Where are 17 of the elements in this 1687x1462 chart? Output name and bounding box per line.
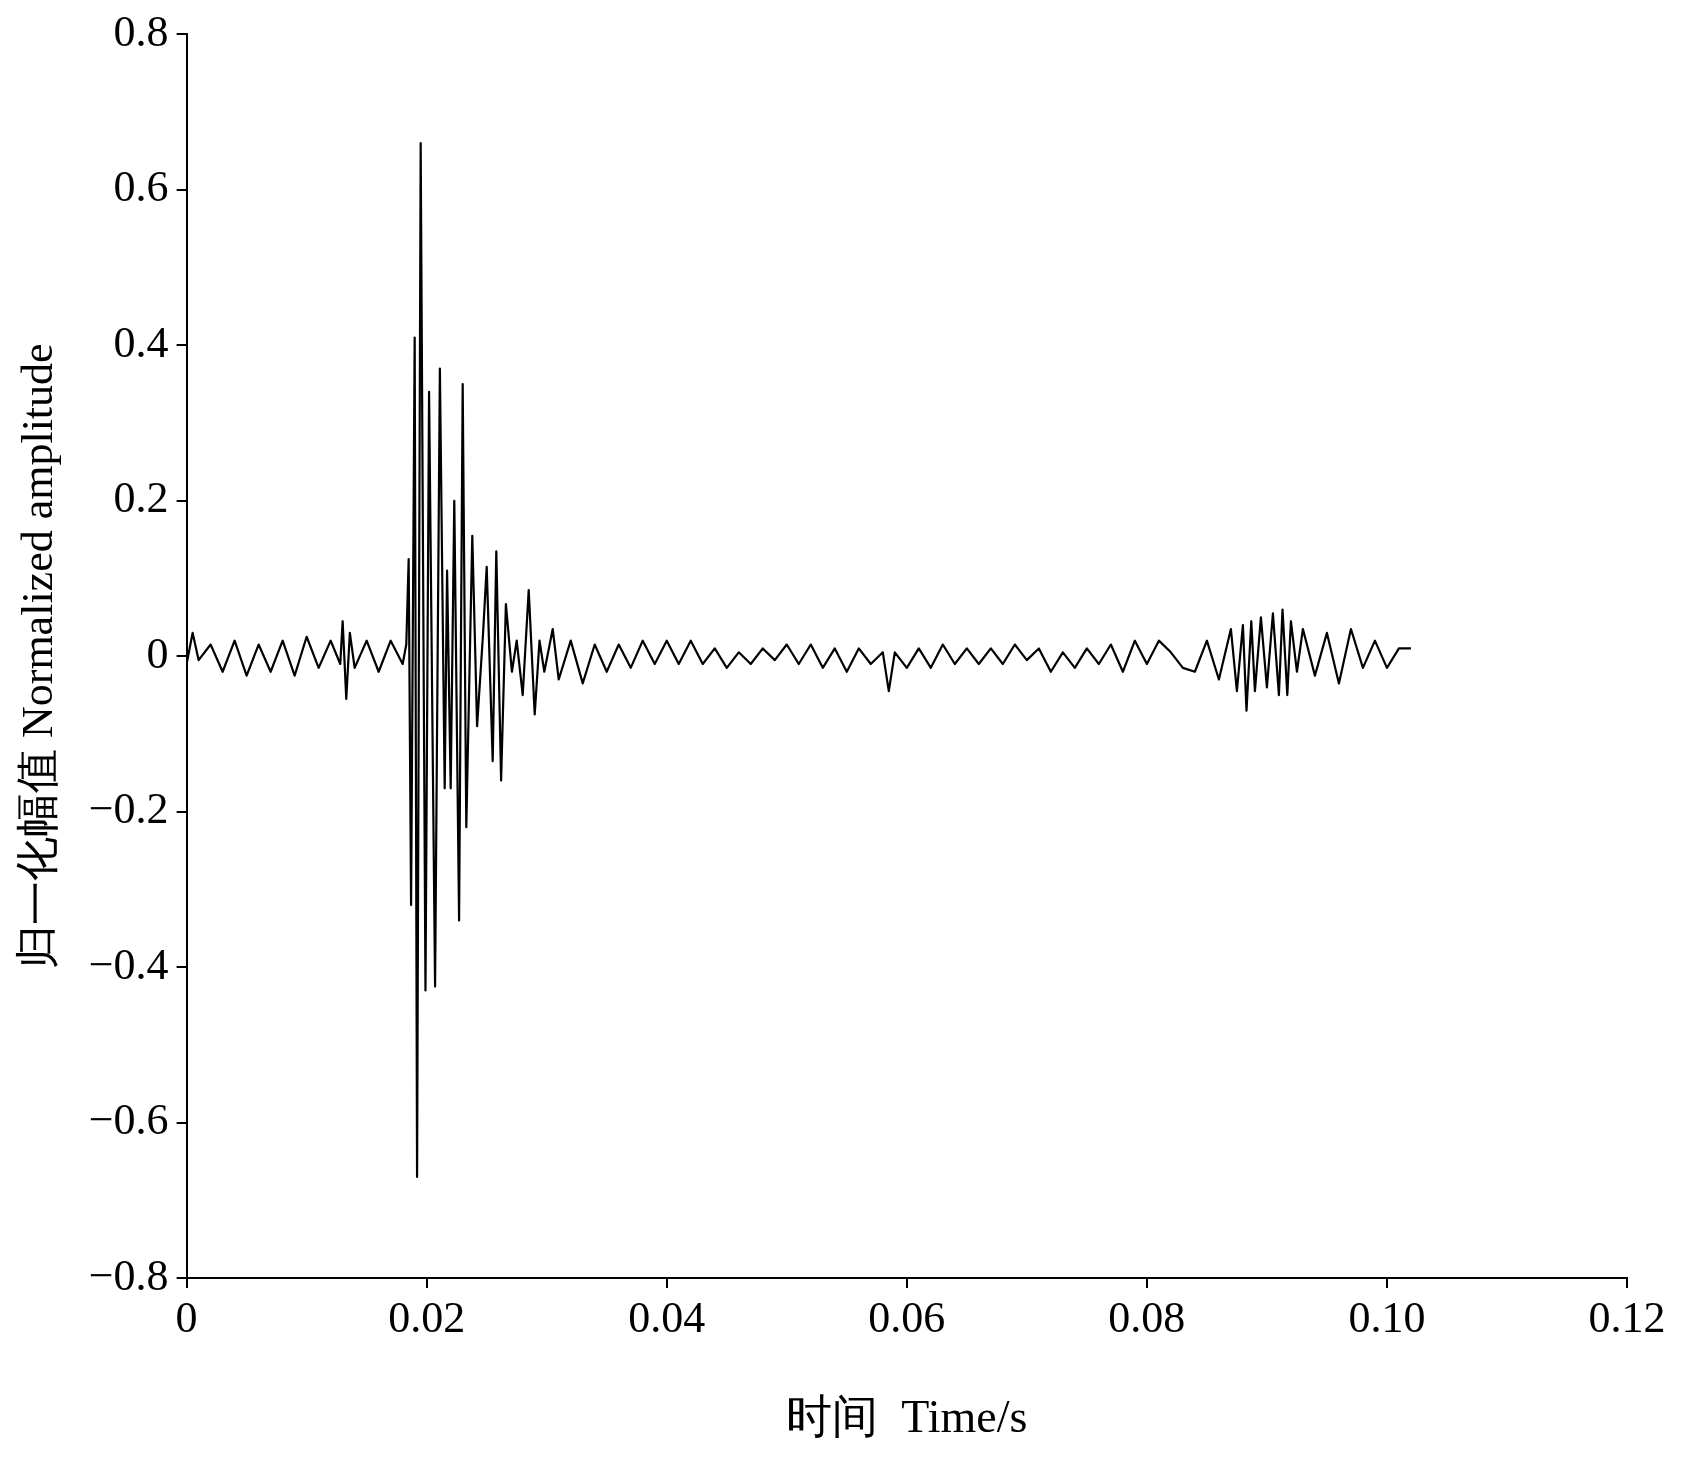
y-tick-label: −0.4 [88, 939, 169, 989]
x-tick-label: 0.04 [628, 1292, 706, 1342]
y-tick-label: 0.2 [113, 473, 169, 523]
y-tick-label: 0.4 [113, 317, 169, 367]
y-tick-label: 0.8 [113, 6, 169, 56]
x-tick-label: 0.02 [388, 1292, 466, 1342]
x-tick-label: 0.08 [1108, 1292, 1186, 1342]
y-tick-label: 0.6 [113, 162, 169, 212]
y-tick-label: 0 [146, 628, 169, 678]
x-axis-title: 时间 Time/s [786, 1391, 1028, 1443]
x-tick-label: 0.06 [868, 1292, 946, 1342]
y-axis-title: 归一化幅值 Normalized amplitude [12, 343, 62, 970]
x-tick-label: 0.12 [1588, 1292, 1666, 1342]
x-tick-label: 0.10 [1348, 1292, 1426, 1342]
y-tick-label: −0.6 [88, 1095, 169, 1145]
y-tick-label: −0.2 [88, 784, 169, 834]
y-tick-label: −0.8 [88, 1250, 169, 1300]
